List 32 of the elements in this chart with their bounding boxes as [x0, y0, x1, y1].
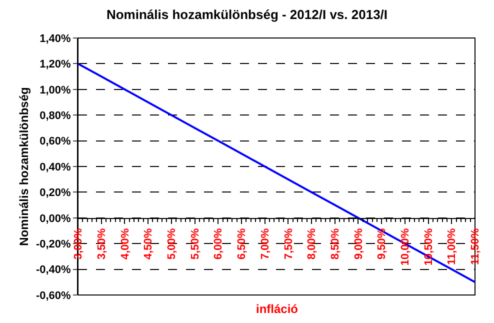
x-tick-label: 6,50%: [236, 228, 248, 260]
x-tick-label: 10,00%: [400, 228, 412, 266]
y-tick-label: 1,40%: [40, 32, 72, 45]
x-tick-label: 3,00%: [72, 228, 85, 260]
x-tick-label: 8,00%: [306, 228, 318, 260]
x-tick-label: 4,50%: [142, 228, 155, 260]
y-tick-label: 0,80%: [40, 110, 72, 122]
y-tick-label: -0,60%: [36, 290, 72, 302]
x-tick-label: 6,00%: [212, 228, 225, 260]
x-tick-label: 7,00%: [259, 228, 272, 260]
x-tick-label: 10,50%: [422, 228, 435, 266]
chart-title: Nominális hozamkülönbség - 2012/I vs. 2013/I: [106, 7, 388, 22]
y-tick-label: 0,40%: [40, 161, 72, 174]
x-tick-label: 9,00%: [352, 228, 365, 260]
y-tick-label: 0,60%: [40, 136, 72, 148]
x-tick-label: 11,00%: [446, 228, 458, 266]
x-tick-label: 3,50%: [96, 228, 108, 260]
y-tick-label: 1,00%: [40, 84, 72, 96]
x-tick-label: 7,50%: [282, 228, 295, 260]
y-tick-label: 0,20%: [40, 187, 72, 200]
y-tick-label: 0,00%: [40, 212, 72, 225]
y-tick-label: -0,20%: [36, 238, 72, 250]
y-tick-label: -0,40%: [36, 264, 72, 276]
x-tick-label: 11,50%: [470, 228, 482, 266]
x-tick-label: 5,50%: [189, 228, 202, 260]
y-tick-label: 1,20%: [40, 58, 72, 71]
y-axis-title: Nominális hozamkülönbség: [17, 87, 32, 246]
x-tick-label: 5,00%: [166, 228, 178, 260]
x-tick-label: 8,50%: [329, 228, 342, 260]
x-axis-title: infláció: [256, 302, 298, 316]
x-tick-label: 4,00%: [119, 228, 132, 260]
x-tick-label: 9,50%: [376, 228, 388, 260]
